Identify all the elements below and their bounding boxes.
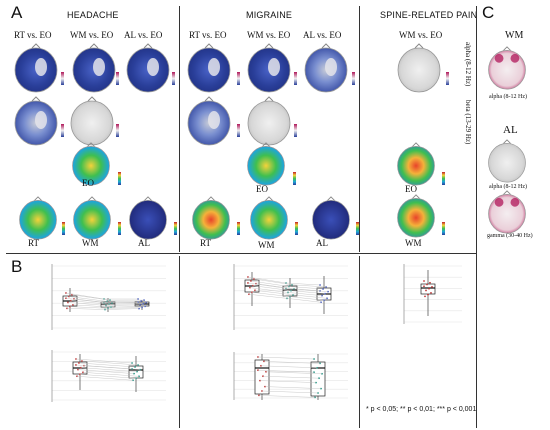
group-title-spine: SPINE-RELATED PAIN [380,10,478,20]
panel-c-wm: WM [505,30,524,41]
migraine-wm-alpha-map [247,43,291,93]
panel-label-b: B [11,257,23,276]
divider-ab [6,253,476,254]
panel-label-a: A [11,3,23,22]
spine-cond-wm: WM [405,238,422,248]
migraine-rt-alpha-map [187,43,231,93]
cbar-7 [62,222,65,235]
group-title-migraine: MIGRAINE [246,10,293,20]
migraine-boxplot-1 [233,264,348,330]
panel-c-al-band2: gamma (30-40 Hz) [487,233,533,239]
cbar-3 [172,72,175,85]
cbar-9 [174,222,177,235]
cbar-6 [118,172,121,185]
migraine-comp-al: AL vs. EO [303,30,342,40]
spine-wm-alpha-map [397,43,441,93]
cbar-11 [294,72,297,85]
headache-cond-rt: RT [28,238,39,248]
panel-c-al-alpha-map [488,139,526,183]
migraine-cond-al: AL [316,238,328,248]
panel-c-wm-band: alpha (8-12 Hz) [489,94,527,100]
cbar-21 [442,222,445,235]
migraine-boxplot-2 [233,352,348,400]
cbar-14 [294,124,297,137]
migraine-cond-wm: WM [258,240,275,250]
cbar-2 [116,72,119,85]
divider-b2 [359,256,360,428]
cbar-1 [61,72,64,85]
divider-a2 [359,6,360,252]
migraine-comp-wm: WM vs. EO [247,30,291,40]
headache-eo-map [72,142,110,186]
spine-wm-map [397,194,435,238]
cbar-4 [61,124,64,137]
divider-b1 [179,256,180,428]
migraine-cond-rt: RT [200,238,211,248]
migraine-eo-map [247,142,285,186]
headache-wm-map [73,196,111,240]
cbar-18 [356,222,359,235]
cbar-20 [442,172,445,185]
migraine-al-map [312,196,350,240]
spine-comp-wm: WM vs. EO [399,30,443,40]
spine-eo-map [397,142,435,186]
headache-comp-rt: RT vs. EO [14,30,52,40]
panel-c-wm-alpha-map [488,46,526,90]
migraine-rt-map [192,196,230,240]
band-label-alpha: alpha (8-12 Hz) [464,42,472,87]
migraine-rt-beta-map [187,96,231,146]
migraine-al-alpha-map [304,43,348,93]
divider-c [476,6,477,428]
panel-c-al-band1: alpha (8-12 Hz) [489,184,527,190]
band-label-beta: beta (13-29 Hz) [464,100,472,145]
headache-wm-beta-map [70,96,114,146]
panel-c-al: AL [503,124,518,136]
cbar-8 [118,222,121,235]
headache-boxplot-1 [51,264,166,330]
cbar-17 [295,222,298,235]
cbar-19 [446,72,449,85]
headache-comp-wm: WM vs. EO [70,30,114,40]
headache-al-map [129,196,167,240]
headache-wm-alpha-map [72,43,116,93]
cbar-12 [352,72,355,85]
significance-legend: * p < 0,05; ** p < 0,01; *** p < 0,001 [366,406,477,413]
spine-boxplot [403,264,462,324]
headache-boxplot-2 [51,350,166,402]
cbar-13 [237,124,240,137]
panel-c-al-gamma-map [488,190,526,234]
cbar-15 [293,172,296,185]
group-title-headache: HEADACHE [67,10,119,20]
headache-cond-eo: EO [82,178,94,188]
headache-rt-map [19,196,57,240]
divider-a1 [179,6,180,252]
cbar-10 [237,72,240,85]
headache-cond-wm: WM [82,238,99,248]
panel-label-c: C [482,3,495,22]
headache-cond-al: AL [138,238,150,248]
headache-comp-al: AL vs. EO [124,30,163,40]
cbar-16 [237,222,240,235]
spine-cond-eo: EO [405,184,417,194]
migraine-wm-map [250,196,288,240]
migraine-cond-eo: EO [256,184,268,194]
cbar-5 [116,124,119,137]
headache-rt-alpha-map [14,43,58,93]
headache-rt-beta-map [14,96,58,146]
migraine-comp-rt: RT vs. EO [189,30,227,40]
migraine-wm-beta-map [247,96,291,146]
headache-al-alpha-map [126,43,170,93]
